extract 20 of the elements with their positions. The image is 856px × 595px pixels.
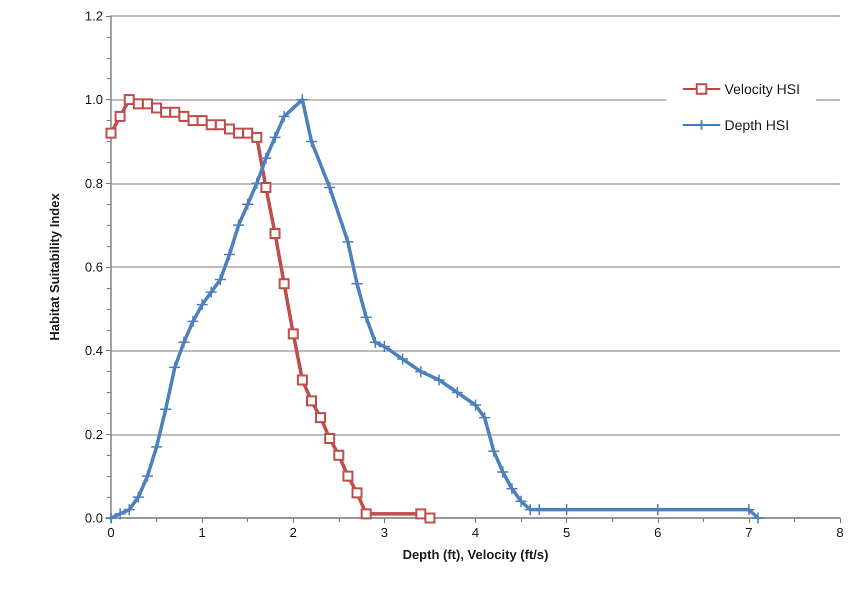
x-axis-title: Depth (ft), Velocity (ft/s) (402, 547, 548, 562)
y-tick-label: 0.8 (84, 176, 103, 191)
y-axis-title: Habitat Suitability Index (47, 192, 62, 341)
y-tick-label: 0.0 (84, 510, 103, 526)
x-tick-label: 4 (472, 525, 480, 540)
y-tick-label: 1.0 (84, 92, 103, 108)
y-tick-label: 0.4 (84, 343, 103, 358)
x-tick-label: 0 (107, 525, 115, 540)
x-tick-label: 1 (198, 525, 206, 540)
x-tick-label: 3 (380, 525, 388, 540)
x-tick-label: 2 (290, 525, 297, 540)
x-tick-label: 6 (654, 525, 662, 540)
x-tick-label: 7 (745, 525, 752, 540)
x-tick-label: 5 (563, 525, 570, 540)
y-tick-label: 0.2 (84, 426, 103, 442)
legend-label: Velocity HSI (724, 81, 800, 97)
y-tick-label: 0.6 (84, 260, 103, 274)
y-tick-label: 1.2 (84, 8, 103, 24)
legend-label: Depth HSI (724, 117, 790, 133)
x-tick-label: 8 (836, 525, 844, 540)
